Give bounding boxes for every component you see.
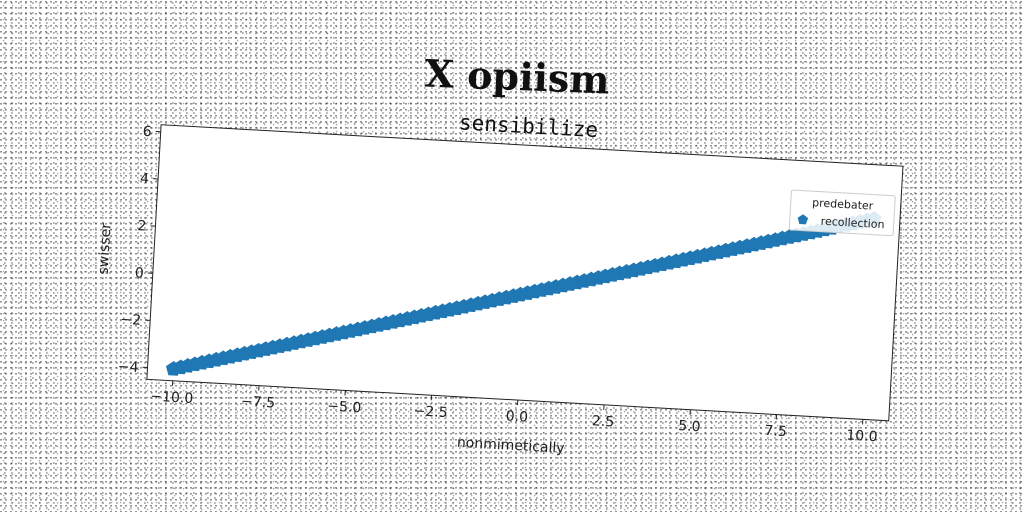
x-tick-label: 10.0 — [846, 427, 878, 445]
x-tick-label: 2.5 — [592, 413, 615, 430]
legend-box — [788, 189, 896, 237]
plot-axes: sensibilize −10.0 −7.5 −5.0 −2.5 0.0 2.5 5.0 7.… — [96, 110, 904, 457]
x-tick-label: 0.0 — [505, 408, 528, 425]
x-tick-label: −10.0 — [150, 389, 194, 407]
y-axis-label: swisser — [96, 222, 115, 275]
chart-title: sensibilize — [458, 110, 598, 142]
x-tick-label: 7.5 — [764, 423, 787, 440]
legend-marker-pentagon — [797, 214, 809, 225]
y-tick-label: 6 — [142, 124, 152, 140]
y-axis-ticks: −4 −2 0 2 4 6 — [117, 124, 161, 376]
y-tick-label: 0 — [134, 265, 144, 281]
legend: predebater recollection — [788, 189, 896, 237]
figure-suptitle: X opiism — [424, 50, 611, 102]
x-axis-label: nonmimetically — [456, 435, 565, 457]
legend-entry-label: recollection — [820, 215, 884, 232]
legend-title: predebater — [812, 196, 874, 212]
plot-area-frame — [146, 124, 904, 422]
x-tick-label: −5.0 — [327, 398, 362, 416]
x-tick-label: −7.5 — [241, 394, 276, 412]
y-tick-label: 2 — [137, 218, 147, 234]
y-tick-label: −2 — [120, 312, 142, 329]
x-tick-label: 5.0 — [678, 418, 701, 435]
y-tick-label: −4 — [117, 359, 139, 376]
x-axis-ticks: −10.0 −7.5 −5.0 −2.5 0.0 2.5 5.0 7.5 10.0 — [150, 380, 878, 445]
y-tick-label: 4 — [140, 171, 150, 187]
x-tick-label: −2.5 — [413, 403, 448, 421]
